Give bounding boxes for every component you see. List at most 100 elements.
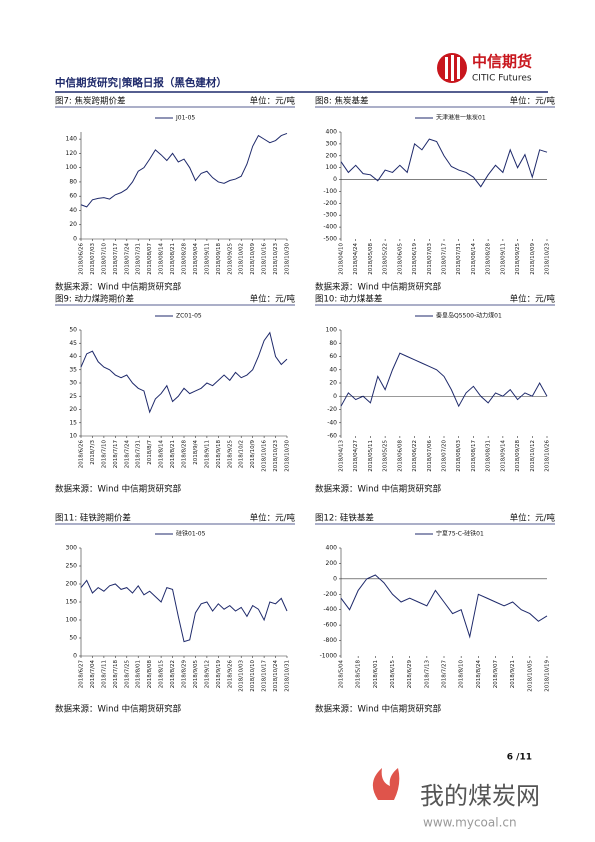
x-tick-label: 2018/9/12 xyxy=(204,660,210,688)
x-tick-label: 2018/10/12 xyxy=(530,440,536,472)
figure-unit: 单位：元/吨 xyxy=(510,513,556,524)
x-tick-label: 2018/09/11 xyxy=(500,243,506,275)
y-tick-label: -60 xyxy=(327,433,337,440)
x-tick-label: 2018/7/27 xyxy=(442,660,448,689)
x-tick-label: 2018/08/14 xyxy=(159,243,165,275)
x-tick-label: 2018/10/23 xyxy=(273,440,279,472)
x-tick-label: 2018/9/4 xyxy=(193,440,199,465)
series-line xyxy=(340,138,548,188)
y-tick-label: -500 xyxy=(323,236,337,243)
x-tick-label: 2018/06/19 xyxy=(412,243,418,275)
x-tick-label: 2018/05/25 xyxy=(383,440,389,472)
x-tick-label: 2018/08/28 xyxy=(486,243,492,275)
y-tick-label: 0 xyxy=(333,393,337,400)
x-tick-label: 2018/7/25 xyxy=(124,660,130,689)
x-tick-label: 2018/05/11 xyxy=(368,440,374,472)
x-tick-label: 2018/10/10 xyxy=(250,660,256,692)
y-tick-label: 300 xyxy=(66,545,78,552)
x-tick-label: 2018/09/18 xyxy=(216,243,222,275)
x-tick-label: 2018/7/13 xyxy=(424,660,430,689)
y-tick-label: -200 xyxy=(323,200,337,207)
x-tick-label: 2018/07/24 xyxy=(124,243,130,275)
legend-label: 天津港准一焦炭01 xyxy=(436,114,486,122)
legend-label: 宁夏75-C-硅铁01 xyxy=(436,530,484,538)
x-tick-label: 2018/08/03 xyxy=(456,440,462,472)
y-tick-label: -1000 xyxy=(320,653,338,660)
y-tick-label: 40 xyxy=(69,353,77,360)
x-tick-label: 2018/09/11 xyxy=(204,243,210,275)
x-tick-label: 2018/08/21 xyxy=(170,243,176,275)
y-tick-label: 20 xyxy=(329,380,337,387)
y-tick-label: -200 xyxy=(323,591,337,598)
x-tick-label: 2018/06/08 xyxy=(397,440,403,472)
x-tick-label: 2018/07/17 xyxy=(442,243,448,275)
x-tick-label: 2018/10/23 xyxy=(545,243,551,275)
x-tick-label: 2018/10/02 xyxy=(239,243,245,275)
y-tick-label: 30 xyxy=(69,380,77,387)
figure-title: 图11: 硅铁跨期价差 xyxy=(55,513,131,524)
x-tick-label: 2018/04/24 xyxy=(353,243,359,275)
x-tick-label: 2018/09/04 xyxy=(193,243,199,275)
series-line xyxy=(80,132,288,208)
x-tick-label: 2018/7/04 xyxy=(90,660,96,689)
series-line xyxy=(340,352,548,408)
figure-source: 数据来源：Wind 中信期货研究部 xyxy=(315,282,442,293)
x-tick-label: 2018/10/16 xyxy=(262,243,268,275)
y-tick-label: 100 xyxy=(326,327,338,334)
x-tick-label: 2018/7/31 xyxy=(136,440,142,468)
x-tick-label: 2018/06/26 xyxy=(79,243,85,275)
y-tick-label: 140 xyxy=(66,136,78,143)
figure-unit: 单位：元/吨 xyxy=(510,96,556,107)
x-tick-label: 2018/07/31 xyxy=(456,243,462,275)
legend-label: 硅铁01-05 xyxy=(176,530,206,538)
x-tick-label: 2018/05/08 xyxy=(368,243,374,275)
legend-label: 秦皇岛Q5500-动力煤01 xyxy=(436,312,502,320)
x-tick-label: 2018/09/28 xyxy=(515,440,521,472)
x-tick-label: 2018/07/20 xyxy=(442,440,448,472)
y-tick-label: 20 xyxy=(69,221,77,228)
figure-unit: 单位：元/吨 xyxy=(250,294,296,305)
y-tick-label: 120 xyxy=(66,150,78,157)
figure-unit: 单位：元/吨 xyxy=(250,96,296,107)
x-tick-label: 2018/10/17 xyxy=(262,660,268,692)
x-tick-label: 2018/10/9 xyxy=(250,440,256,469)
figure-source: 数据来源：Wind 中信期货研究部 xyxy=(315,704,442,715)
x-tick-label: 2018/5/18 xyxy=(356,660,362,689)
x-tick-label: 2018/7/11 xyxy=(101,660,107,688)
y-tick-label: 150 xyxy=(66,599,78,606)
header-title: 中信期货研究|策略日报（黑色建材） xyxy=(55,76,227,89)
x-tick-label: 2018/10/31 xyxy=(285,660,291,692)
y-tick-label: 100 xyxy=(326,164,338,171)
x-tick-label: 2018/06/22 xyxy=(412,440,418,472)
x-tick-label: 2018/10/03 xyxy=(239,660,245,692)
page-number: 6 /11 xyxy=(507,753,532,763)
y-tick-label: 10 xyxy=(69,433,77,440)
y-tick-label: 400 xyxy=(326,545,338,552)
y-tick-label: 20 xyxy=(69,406,77,413)
y-tick-label: 200 xyxy=(66,581,78,588)
x-tick-label: 2018/6/29 xyxy=(407,660,413,689)
x-tick-label: 2018/04/10 xyxy=(339,243,345,275)
figure-unit: 单位：元/吨 xyxy=(250,513,296,524)
x-tick-label: 2018/9/07 xyxy=(493,660,499,689)
y-tick-label: 0 xyxy=(73,236,77,243)
y-tick-label: 35 xyxy=(69,366,77,373)
watermark-icon xyxy=(372,768,400,800)
x-tick-label: 2018/8/01 xyxy=(136,660,142,688)
logo-icon xyxy=(437,53,467,83)
figure-source: 数据来源：Wind 中信期货研究部 xyxy=(315,484,442,495)
y-tick-label: -100 xyxy=(323,188,337,195)
figure-title: 图12: 硅铁基差 xyxy=(315,513,374,524)
x-tick-label: 2018/9/18 xyxy=(216,440,222,469)
x-tick-label: 2018/10/30 xyxy=(285,243,291,275)
figure-source: 数据来源：Wind 中信期货研究部 xyxy=(55,704,182,715)
x-tick-label: 2018/9/05 xyxy=(193,660,199,689)
x-tick-label: 2018/10/26 xyxy=(545,440,551,472)
x-tick-label: 2018/09/25 xyxy=(515,243,521,275)
x-tick-label: 2018/8/28 xyxy=(182,440,188,469)
x-tick-label: 2018/8/22 xyxy=(170,660,176,688)
x-tick-label: 2018/7/3 xyxy=(90,440,96,465)
x-tick-label: 2018/07/10 xyxy=(101,243,107,275)
y-tick-label: -300 xyxy=(323,212,337,219)
x-tick-label: 2018/10/24 xyxy=(273,660,279,692)
